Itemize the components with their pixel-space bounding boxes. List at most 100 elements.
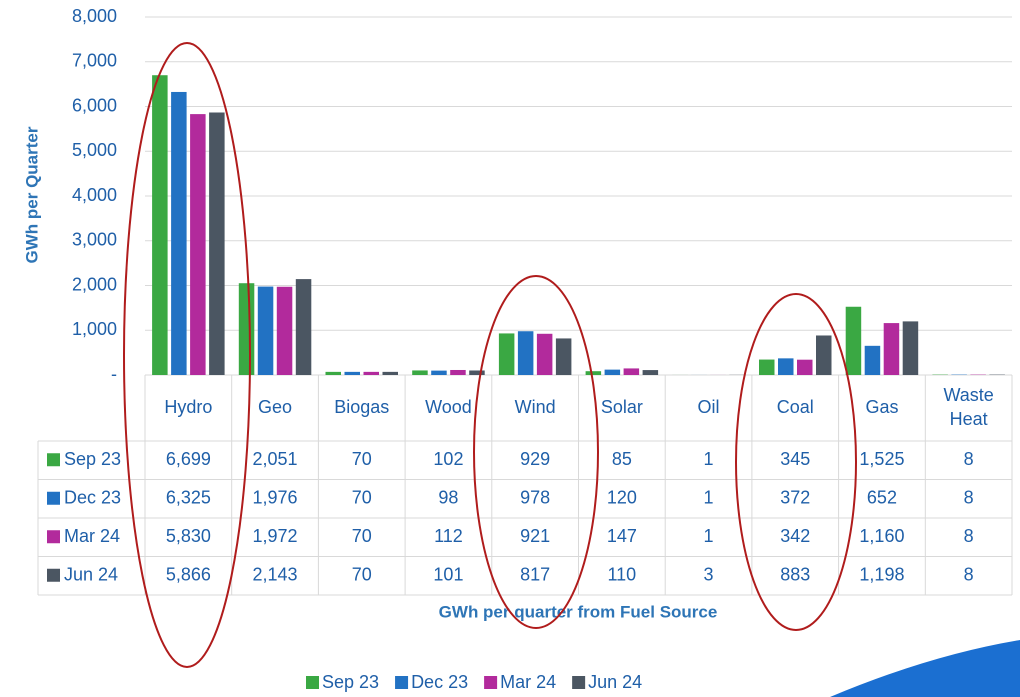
table-value: 929 — [520, 449, 550, 469]
table-value: 1 — [704, 526, 714, 546]
y-tick-label: 5,000 — [72, 140, 117, 160]
bar — [555, 338, 572, 375]
category-label: Coal — [777, 397, 814, 417]
table-value: 120 — [607, 488, 637, 508]
legend-label: Dec 23 — [411, 672, 468, 692]
legend-key — [47, 530, 60, 544]
bar — [759, 359, 775, 375]
table-value: 3 — [704, 565, 714, 585]
legend-key — [47, 453, 60, 467]
table-value: 98 — [438, 488, 458, 508]
bar — [816, 335, 832, 375]
table-value: 372 — [780, 488, 810, 508]
bar — [431, 370, 447, 375]
category-label: Geo — [258, 397, 292, 417]
legend-label: Sep 23 — [64, 449, 121, 469]
table-value: 5,866 — [166, 565, 211, 585]
y-tick-label: 7,000 — [72, 51, 117, 71]
table-value: 8 — [964, 488, 974, 508]
table-value: 1,198 — [859, 565, 904, 585]
table-value: 70 — [352, 449, 372, 469]
table-value: 978 — [520, 488, 550, 508]
bar — [778, 358, 794, 375]
bar — [450, 369, 466, 375]
y-tick-label: 3,000 — [72, 230, 117, 250]
table-value: 5,830 — [166, 526, 211, 546]
bar — [382, 371, 398, 375]
table-value: 6,325 — [166, 488, 211, 508]
table-value: 2,143 — [253, 565, 298, 585]
bar — [902, 321, 919, 375]
table-value: 1,972 — [253, 526, 298, 546]
bar — [498, 333, 515, 375]
table-value: 1,976 — [253, 488, 298, 508]
table-value: 102 — [433, 449, 463, 469]
y-tick-label: 1,000 — [72, 319, 117, 339]
bar — [295, 279, 312, 375]
bar — [604, 369, 621, 375]
table-value: 921 — [520, 526, 550, 546]
category-label: Solar — [601, 397, 643, 417]
highlight-ellipse — [123, 42, 251, 668]
y-tick-label: 8,000 — [72, 6, 117, 26]
table-value: 85 — [612, 449, 632, 469]
table-value: 817 — [520, 565, 550, 585]
table-value: 70 — [352, 526, 372, 546]
table-value: 8 — [964, 526, 974, 546]
bar — [209, 112, 225, 376]
legend-key — [572, 676, 586, 689]
highlight-ellipse — [473, 275, 599, 629]
y-tick-label: 2,000 — [72, 274, 117, 294]
decor-shape — [830, 640, 1020, 697]
legend-label: Dec 23 — [64, 488, 121, 508]
legend-key — [306, 676, 319, 689]
legend-key — [484, 676, 498, 689]
bar — [325, 371, 341, 375]
category-label: Waste Heat — [943, 385, 993, 429]
bar — [864, 345, 881, 375]
bar — [276, 286, 293, 375]
y-tick-label: 6,000 — [72, 95, 117, 115]
table-value: 1,160 — [859, 526, 904, 546]
table-value: 147 — [607, 526, 637, 546]
bar — [797, 359, 813, 375]
table-value: 652 — [867, 488, 897, 508]
legend-label: Mar 24 — [500, 672, 556, 692]
legend-label: Jun 24 — [588, 672, 642, 692]
highlight-ellipse — [735, 293, 857, 631]
table-value: 345 — [780, 449, 810, 469]
bar — [585, 371, 602, 375]
annotations — [123, 42, 857, 668]
table-value: 70 — [352, 565, 372, 585]
bar — [171, 91, 187, 376]
bar — [469, 370, 485, 375]
category-label: Wood — [425, 397, 472, 417]
legend-key — [47, 568, 60, 582]
table-value: 101 — [433, 565, 463, 585]
legend-key — [47, 491, 60, 505]
bar — [190, 114, 206, 376]
bar — [536, 333, 553, 375]
category-label: Oil — [698, 397, 720, 417]
bar — [152, 75, 168, 375]
table-value: 8 — [964, 449, 974, 469]
category-label: Biogas — [334, 397, 389, 417]
table-value: 112 — [434, 526, 463, 546]
category-label: Gas — [865, 397, 898, 417]
bar — [883, 323, 900, 375]
legend-label: Mar 24 — [64, 526, 120, 546]
bar — [363, 371, 379, 375]
bar — [517, 331, 534, 375]
bar — [845, 306, 862, 375]
bar — [412, 370, 428, 375]
table-value: 883 — [780, 565, 810, 585]
bar — [642, 370, 659, 375]
legend-key — [395, 676, 409, 689]
table-value: 70 — [352, 488, 372, 508]
table-value: 1,525 — [859, 449, 904, 469]
x-axis-title: GWh per quarter from Fuel Source — [439, 602, 718, 621]
category-label: Hydro — [164, 397, 212, 417]
table-value: 1 — [704, 488, 714, 508]
legend-label: Jun 24 — [64, 565, 118, 585]
